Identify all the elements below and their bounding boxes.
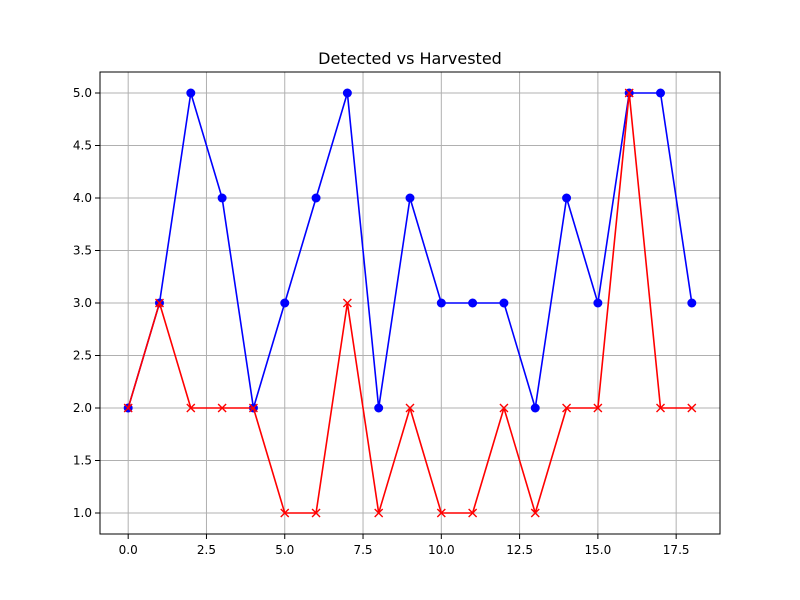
data-point — [687, 298, 697, 308]
data-point — [405, 193, 415, 203]
data-point — [624, 88, 634, 98]
y-tick-label: 5.0 — [73, 86, 92, 100]
data-point — [593, 403, 603, 413]
axis-ticks: 0.0 2.5 5.0 7.5 10.0 12.5 15.0 17.5 1.0 1.5 2.0 2.5… — [73, 86, 690, 557]
y-tick-label: 4.0 — [73, 191, 92, 205]
x-tick-label: 0.0 — [119, 543, 138, 557]
data-point — [656, 88, 666, 98]
data-point — [374, 403, 384, 413]
y-tick-label: 2.0 — [73, 401, 92, 415]
data-point — [280, 508, 290, 518]
data-point — [468, 508, 478, 518]
data-point — [311, 508, 321, 518]
data-point — [123, 403, 133, 413]
data-point — [436, 508, 446, 518]
data-point — [342, 298, 352, 308]
y-tick-label: 2.5 — [73, 349, 92, 363]
chart-title: Detected vs Harvested — [318, 49, 502, 68]
data-point — [499, 403, 509, 413]
data-point — [186, 88, 196, 98]
data-point — [468, 298, 478, 308]
series-layer — [123, 88, 697, 518]
data-point — [562, 193, 572, 203]
data-point — [342, 88, 352, 98]
data-point — [217, 403, 227, 413]
data-point — [530, 508, 540, 518]
series-2 — [123, 88, 697, 518]
x-tick-label: 12.5 — [506, 543, 533, 557]
data-point — [405, 403, 415, 413]
data-point — [374, 508, 384, 518]
data-point — [530, 403, 540, 413]
y-tick-label: 1.5 — [73, 454, 92, 468]
data-point — [562, 403, 572, 413]
data-point — [311, 193, 321, 203]
y-tick-label: 3.0 — [73, 296, 92, 310]
x-tick-label: 10.0 — [428, 543, 455, 557]
y-tick-label: 3.5 — [73, 244, 92, 258]
x-tick-label: 5.0 — [275, 543, 294, 557]
y-tick-label: 1.0 — [73, 506, 92, 520]
x-tick-label: 2.5 — [197, 543, 216, 557]
y-tick-label: 4.5 — [73, 139, 92, 153]
data-point — [186, 403, 196, 413]
data-point — [687, 403, 697, 413]
data-point — [217, 193, 227, 203]
x-tick-label: 17.5 — [663, 543, 690, 557]
data-point — [656, 403, 665, 413]
data-point — [499, 298, 509, 308]
data-point — [593, 298, 603, 308]
data-point — [436, 298, 446, 308]
x-tick-label: 7.5 — [353, 543, 372, 557]
data-point — [280, 298, 290, 308]
data-point — [248, 403, 258, 413]
x-tick-label: 15.0 — [585, 543, 612, 557]
data-point — [155, 298, 164, 308]
